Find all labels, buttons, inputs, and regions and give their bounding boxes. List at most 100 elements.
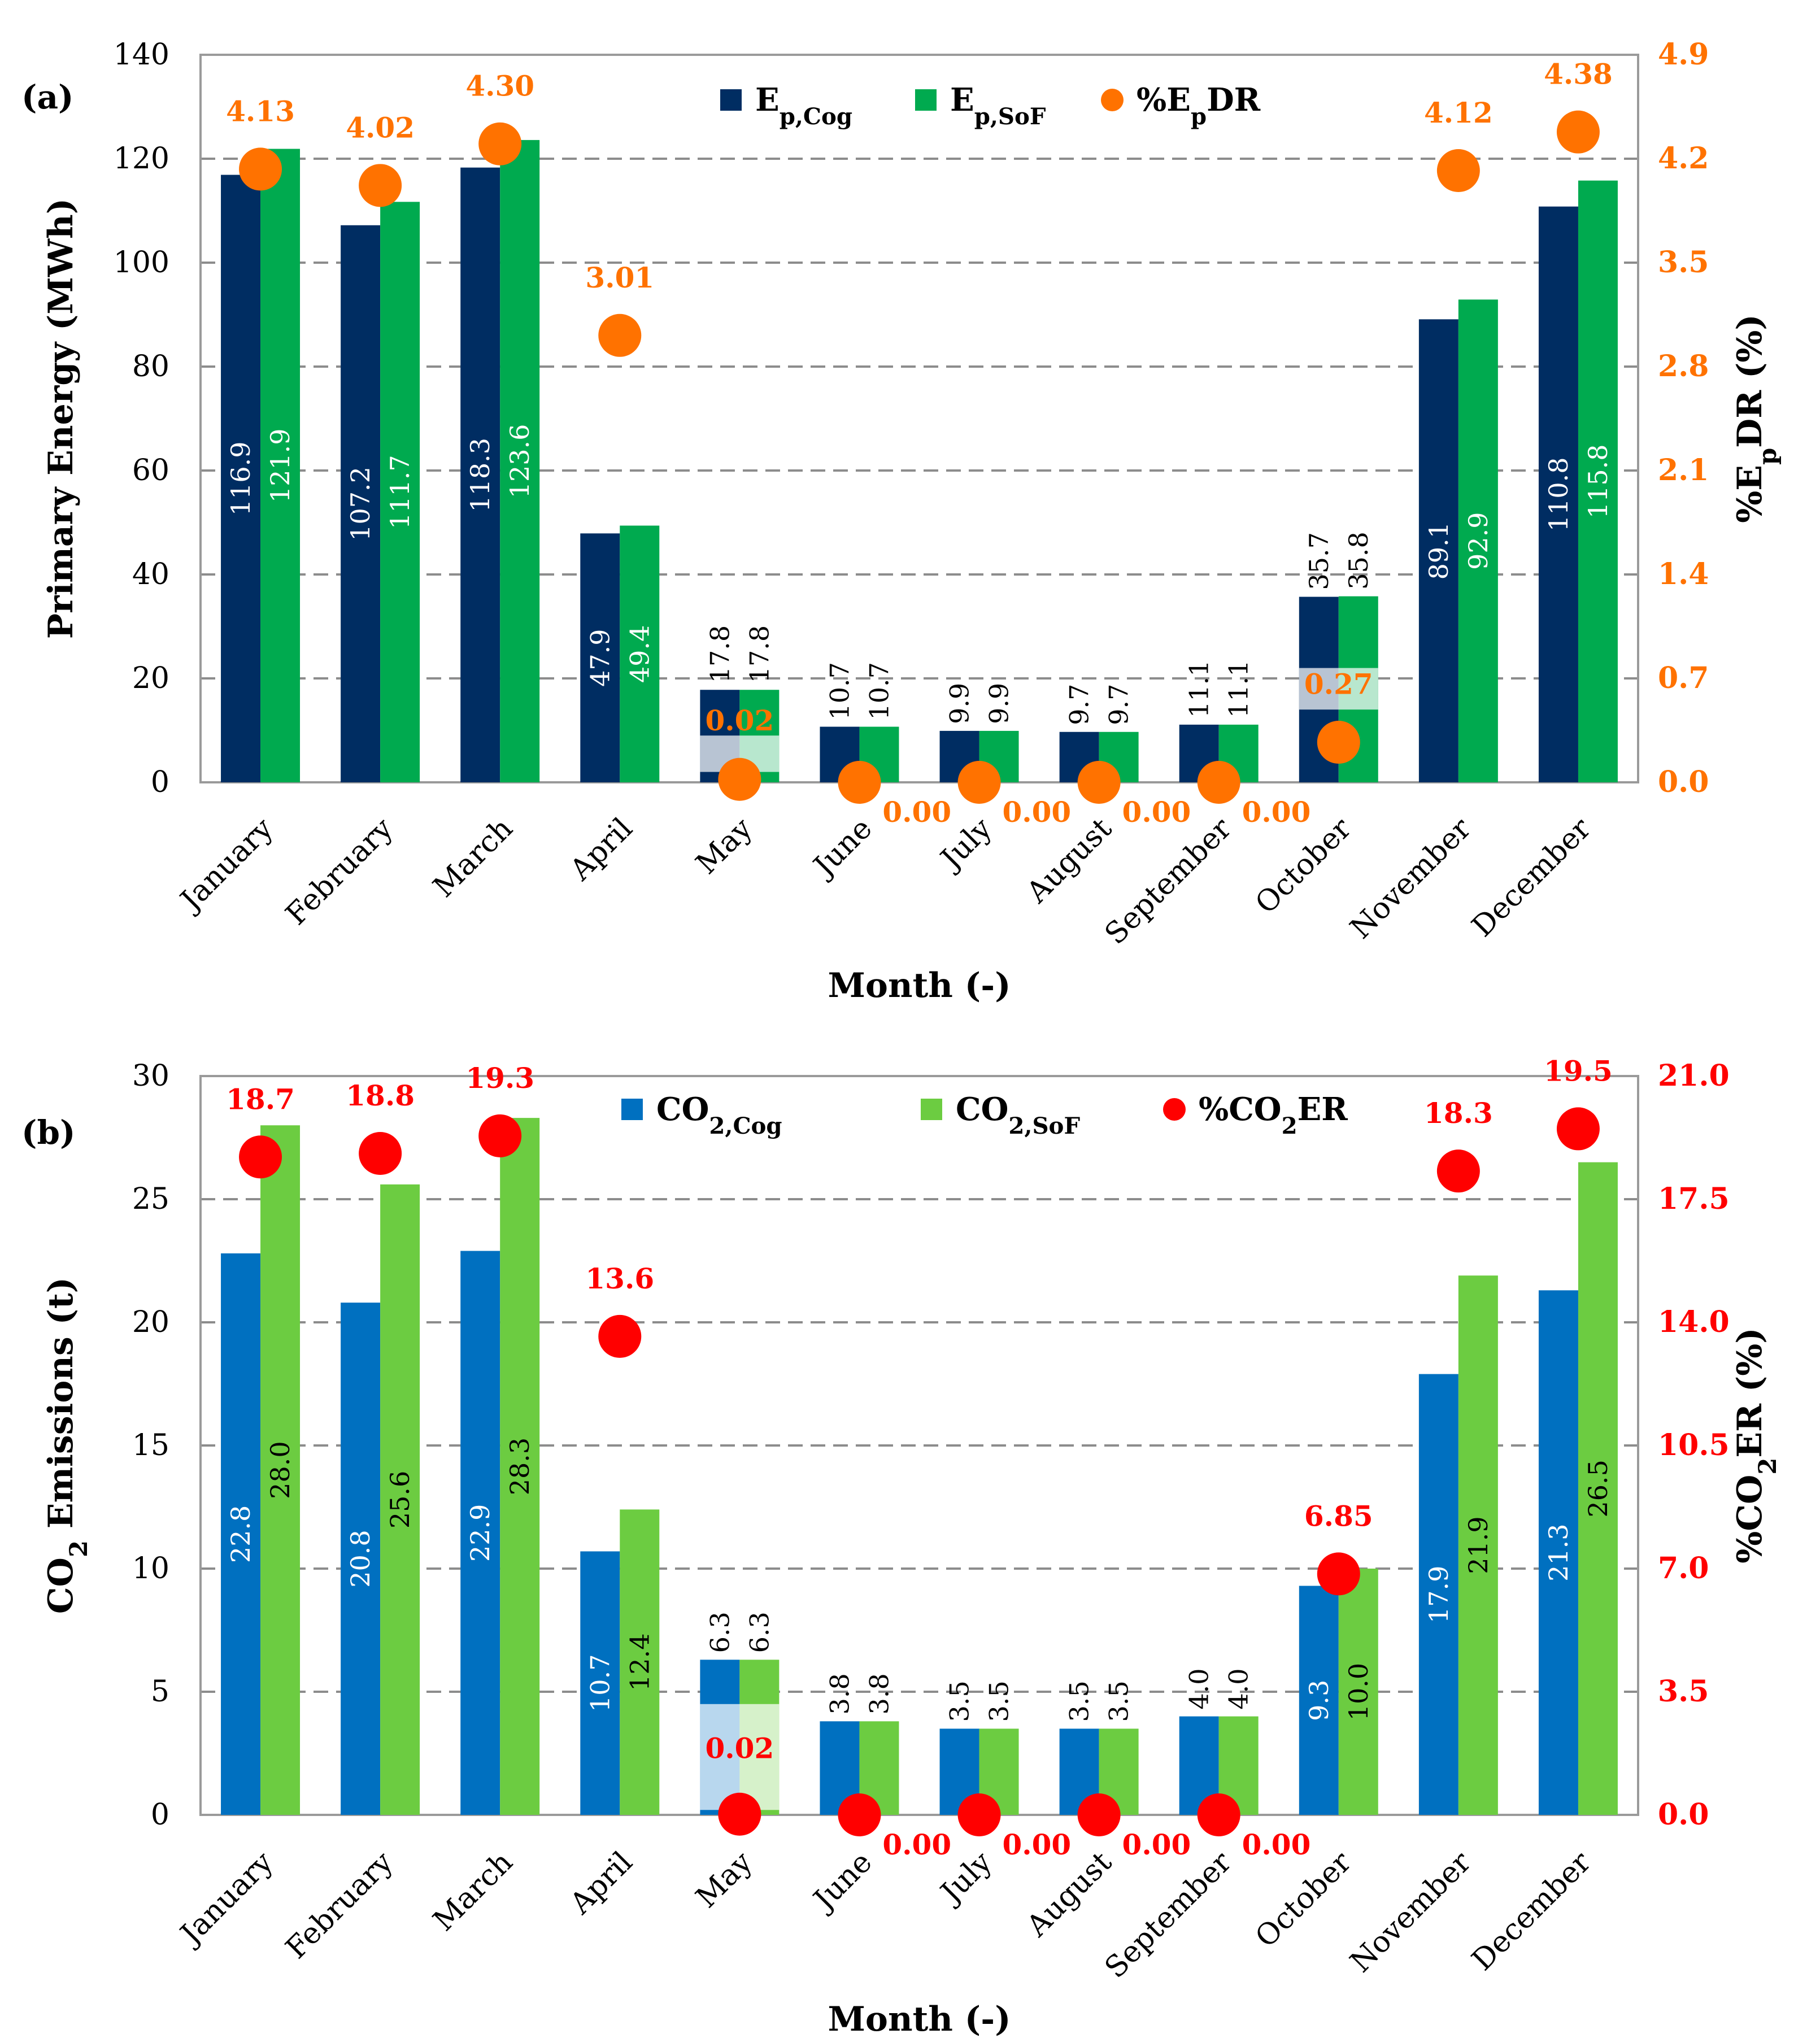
point-marker: [359, 164, 402, 207]
bar-series1: [580, 533, 620, 782]
bar-value-label: 25.6: [385, 1471, 415, 1528]
point-marker: [1436, 149, 1480, 193]
x-tick-label: May: [690, 811, 759, 881]
legend-swatch: [915, 89, 937, 111]
bar-series1: [460, 167, 500, 782]
point-marker: [359, 1132, 402, 1175]
y-tick-label: 80: [132, 350, 169, 384]
legend: CO2,Cog CO2,SoF %CO2ER: [621, 1091, 1348, 1139]
y2-tick-label: 17.5: [1658, 1182, 1730, 1216]
bar-series1: [1538, 206, 1578, 782]
x-tick-label: January: [172, 1845, 280, 1953]
point-marker: [718, 757, 761, 801]
point-marker: [1436, 1149, 1480, 1193]
y2-tick-label: 3.5: [1658, 245, 1709, 280]
x-tick-label: February: [280, 1845, 400, 1965]
x-tick-label: February: [280, 811, 400, 931]
bar-value-label: 11.1: [1184, 660, 1214, 717]
legend-swatch: [720, 89, 742, 111]
bar-series2: [1338, 1569, 1378, 1815]
bar-value-label: 9.9: [944, 683, 975, 724]
y2-tick-label: 2.1: [1658, 453, 1709, 487]
point-marker: [1317, 721, 1360, 764]
x-tick-label: March: [427, 1845, 520, 1938]
bar-value-label: 6.3: [704, 1612, 735, 1653]
point-value-label: 0.02: [705, 704, 774, 737]
point-value-label: 13.6: [585, 1262, 654, 1295]
point-marker: [1556, 1107, 1600, 1151]
point-marker: [478, 122, 522, 166]
chart-panel-b: (b) 0 5 10 15 20 25 30 0.0 3.5 7.0 10.5 14.0 17.5 21.0…: [21, 1054, 1782, 2038]
y-tick-label: 10: [132, 1552, 169, 1586]
point-value-label: 18.3: [1424, 1096, 1493, 1130]
bar-value-label: 49.4: [624, 625, 655, 683]
bar-value-label: 4.0: [1224, 1668, 1254, 1709]
point-marker: [838, 1793, 881, 1836]
bar-series2: [1578, 180, 1618, 782]
point-value-label: 4.30: [465, 69, 534, 103]
y2-tick-label: 7.0: [1658, 1551, 1709, 1586]
legend-label: CO2,SoF: [956, 1091, 1080, 1139]
bar-value-label: 21.3: [1543, 1523, 1574, 1581]
bar-value-label: 110.8: [1543, 457, 1574, 532]
bar-value-label: 118.3: [465, 438, 495, 512]
x-tick-label: December: [1465, 1845, 1597, 1978]
y2-tick-label: 1.4: [1658, 557, 1709, 591]
chart-panel-a: (a) 0 20 40 60 80 100 120 140 0.0 0.7 1.4 2.1 2.8 3.5 4…: [21, 37, 1782, 1005]
bar-series1: [1418, 319, 1458, 782]
x-tick-label: October: [1249, 1845, 1358, 1954]
x-tick-label: November: [1344, 1845, 1478, 1979]
y-tick-label: 60: [132, 454, 169, 487]
point-value-label: 0.02: [705, 1732, 774, 1765]
y-tick-label: 100: [114, 246, 169, 280]
bar-value-label: 17.8: [704, 625, 735, 683]
bar-value-label: 26.5: [1583, 1460, 1613, 1517]
bar-value-label: 17.9: [1423, 1566, 1454, 1623]
y2-tick-label: 21.0: [1658, 1059, 1730, 1093]
point-value-label: 19.3: [465, 1061, 534, 1095]
y-tick-label: 120: [114, 142, 169, 176]
point-value-label: 0.00: [1122, 1828, 1191, 1861]
y-tick-label: 20: [132, 661, 169, 695]
x-tick-label: April: [563, 812, 639, 887]
bar-value-label: 17.8: [744, 625, 774, 683]
point-value-label: 6.85: [1304, 1499, 1373, 1532]
bar-value-label: 10.7: [824, 662, 855, 720]
y2-tick-label: 0.0: [1658, 1797, 1709, 1832]
legend-label: Ep,SoF: [950, 81, 1046, 130]
bar-value-label: 3.5: [1104, 1680, 1134, 1722]
bar-series1: [341, 1303, 381, 1815]
bar-series2: [500, 140, 540, 782]
bar-value-label: 22.8: [225, 1505, 256, 1563]
point-value-label: 0.00: [1122, 795, 1191, 829]
bar-value-label: 115.8: [1583, 444, 1613, 519]
point-marker: [1077, 1793, 1121, 1836]
bar-series2: [260, 1125, 301, 1815]
x-tick-label: November: [1344, 812, 1478, 946]
bar-value-label: 12.4: [624, 1633, 655, 1691]
point-value-label: 4.13: [226, 94, 295, 128]
y2-tick-label: 0.0: [1658, 765, 1709, 799]
bar-value-label: 47.9: [585, 629, 615, 686]
point-value-label: 0.00: [1002, 1828, 1071, 1861]
legend-marker: [1101, 89, 1124, 111]
bar-series2: [380, 1184, 420, 1815]
y2-tick-label: 14.0: [1658, 1305, 1730, 1339]
bar-value-label: 35.7: [1304, 532, 1334, 590]
point-value-label: 3.01: [585, 261, 654, 294]
bar-value-label: 28.3: [504, 1438, 535, 1495]
point-value-label: 0.27: [1304, 668, 1373, 701]
point-value-label: 18.8: [346, 1079, 415, 1112]
x-tick-label: June: [805, 812, 879, 885]
bar-series1: [1299, 1586, 1339, 1815]
y-axis-title: CO2 Emissions (t): [41, 1277, 93, 1614]
y2-tick-label: 4.2: [1658, 141, 1709, 176]
x-tick-label: June: [805, 1845, 879, 1919]
y2-tick-label: 4.9: [1658, 37, 1709, 72]
bar-value-label: 28.0: [265, 1441, 295, 1499]
point-marker: [239, 147, 282, 191]
bar-value-label: 9.7: [1104, 684, 1134, 725]
x-axis-title: Month (-): [828, 966, 1011, 1005]
bar-value-label: 116.9: [225, 441, 256, 516]
